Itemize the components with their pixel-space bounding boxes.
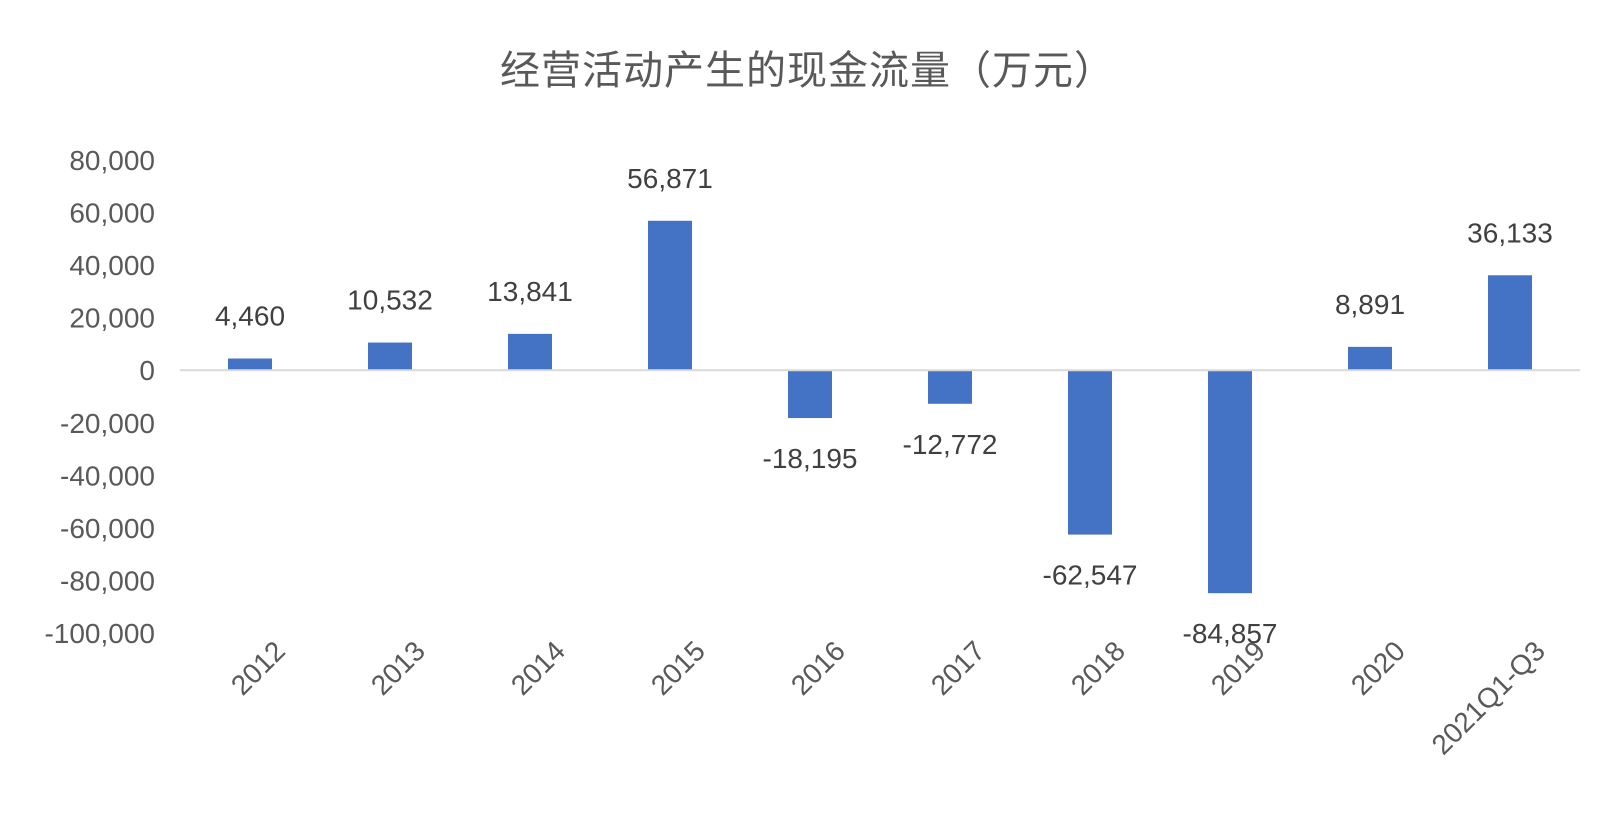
x-tick-label: 2021Q1-Q3 — [1426, 635, 1551, 760]
bar-2015 — [648, 220, 692, 371]
data-label: -12,772 — [903, 429, 998, 460]
chart-title: 经营活动产生的现金流量（万元） — [500, 48, 1115, 94]
y-tick-label: 80,000 — [69, 145, 155, 176]
x-tick-label: 2018 — [1065, 635, 1131, 701]
bar-2017 — [928, 370, 972, 404]
x-tick-label: 2017 — [925, 635, 991, 701]
bar-2019 — [1208, 370, 1252, 594]
bar-2016 — [788, 370, 832, 419]
bar-2012 — [228, 358, 272, 371]
data-label: 36,133 — [1467, 217, 1553, 248]
data-label: -62,547 — [1043, 560, 1138, 591]
y-tick-label: -20,000 — [60, 408, 155, 439]
data-label: 4,460 — [215, 301, 285, 332]
data-label: 56,871 — [627, 163, 713, 194]
y-tick-label: 60,000 — [69, 198, 155, 229]
x-tick-label: 2016 — [785, 635, 851, 701]
bar-2018 — [1068, 370, 1112, 535]
data-label: -18,195 — [763, 443, 858, 474]
y-tick-label: -80,000 — [60, 565, 155, 596]
data-label: 10,532 — [347, 285, 433, 316]
y-tick-label: 0 — [139, 355, 155, 386]
bar-2021q1-q3 — [1488, 275, 1532, 371]
y-tick-label: 40,000 — [69, 250, 155, 281]
x-tick-label: 2013 — [365, 635, 431, 701]
bar-2020 — [1348, 346, 1392, 371]
bar-2013 — [368, 342, 412, 371]
data-label: 13,841 — [487, 276, 573, 307]
y-tick-label: 20,000 — [69, 303, 155, 334]
y-tick-label: -100,000 — [44, 618, 155, 649]
data-label: 8,891 — [1335, 289, 1405, 320]
x-tick-label: 2014 — [505, 635, 571, 701]
x-tick-label: 2015 — [645, 635, 711, 701]
bar-2014 — [508, 333, 552, 371]
y-tick-label: -40,000 — [60, 460, 155, 491]
x-tick-label: 2012 — [225, 635, 291, 701]
y-tick-label: -60,000 — [60, 513, 155, 544]
x-tick-label: 2020 — [1345, 635, 1411, 701]
data-label: -84,857 — [1183, 618, 1278, 649]
